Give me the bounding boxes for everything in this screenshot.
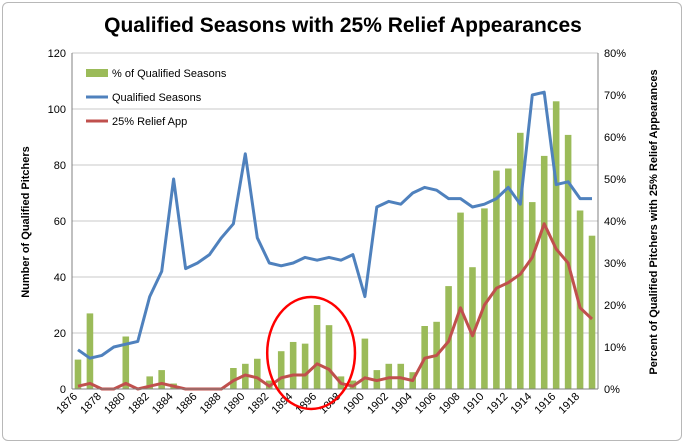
y-right-tick-label: 30%: [604, 258, 626, 270]
bar: [588, 235, 596, 389]
y-right-tick-label: 70%: [604, 90, 626, 102]
bar: [576, 210, 584, 389]
x-tick-label: 1892: [246, 391, 272, 417]
legend-label: Qualified Seasons: [112, 92, 202, 104]
bar: [481, 208, 488, 389]
annotation-layer: [265, 295, 357, 411]
x-tick-label: 1900: [341, 391, 367, 417]
legend-label: 25% Relief App: [112, 116, 187, 128]
x-tick-label: 1878: [78, 391, 104, 417]
y-right-tick-label: 60%: [604, 132, 626, 144]
bar: [552, 101, 560, 390]
x-tick-label: 1880: [102, 391, 128, 417]
x-tick-label: 1882: [126, 391, 152, 417]
y-right-tick-label: 0%: [604, 384, 620, 396]
x-tick-label: 1910: [461, 391, 487, 417]
x-tick-label: 1886: [174, 391, 200, 417]
bar: [505, 168, 512, 389]
y-right-tick-label: 10%: [604, 342, 626, 354]
bar: [361, 338, 369, 389]
bar: [457, 212, 464, 389]
bar: [122, 336, 130, 389]
x-tick-label: 1884: [150, 391, 176, 417]
y-right-tick-label: 40%: [604, 216, 626, 228]
y-left-tick-label: 0: [60, 384, 66, 396]
bar: [313, 305, 321, 389]
x-tick-label: 1902: [365, 391, 391, 417]
y-right-tick-label: 80%: [604, 48, 626, 60]
y-left-tick-label: 40: [54, 272, 66, 284]
x-tick-label: 1896: [293, 391, 319, 417]
legend-label: % of Qualified Seasons: [112, 68, 227, 80]
bar: [74, 359, 82, 389]
y-axis-right-title: Percent of Qualified Pitchers with 25% R…: [648, 69, 660, 374]
x-tick-label: 1888: [198, 391, 224, 417]
y-left-tick-label: 120: [48, 48, 66, 60]
bar: [277, 351, 285, 389]
y-right-tick-label: 50%: [604, 174, 626, 186]
bar: [540, 155, 548, 389]
y-right-tick-label: 20%: [604, 300, 626, 312]
x-tick-label: 1914: [509, 391, 535, 417]
bar: [517, 132, 524, 390]
y-left-tick-label: 60: [54, 216, 66, 228]
line-qualified-seasons: [77, 90, 592, 360]
x-tick-label: 1918: [556, 391, 582, 417]
x-tick-label: 1908: [437, 391, 463, 417]
bar: [493, 170, 500, 389]
chart-title: Qualified Seasons with 25% Relief Appear…: [104, 14, 582, 37]
line-25-relief-app: [77, 222, 594, 391]
bar: [230, 368, 237, 389]
y-left-tick-label: 20: [54, 328, 66, 340]
bar: [289, 341, 297, 389]
y-left-tick-label: 100: [48, 104, 66, 116]
x-tick-label: 1904: [389, 391, 415, 417]
bar: [325, 325, 333, 389]
bar: [158, 370, 165, 389]
bar: [146, 376, 153, 389]
legend-swatch: [86, 69, 108, 77]
x-tick-label: 1890: [222, 391, 248, 417]
y-left-tick-label: 80: [54, 160, 66, 172]
line-series: [77, 90, 594, 391]
x-tick-label: 1876: [54, 391, 80, 417]
legend: % of Qualified Seasons Qualified Seasons 2…: [86, 68, 227, 128]
bar-series: [74, 101, 596, 390]
bar: [86, 313, 94, 389]
bar: [254, 358, 261, 389]
x-tick-label: 1916: [532, 391, 558, 417]
y-axis-left-title: Number of Qualified Pitchers: [20, 146, 32, 298]
bar: [301, 343, 309, 389]
x-tick-label: 1906: [413, 391, 439, 417]
x-tick-label: 1912: [485, 391, 511, 417]
annotation-ellipse: [265, 295, 357, 411]
bar: [528, 202, 536, 389]
bar: [469, 267, 476, 389]
